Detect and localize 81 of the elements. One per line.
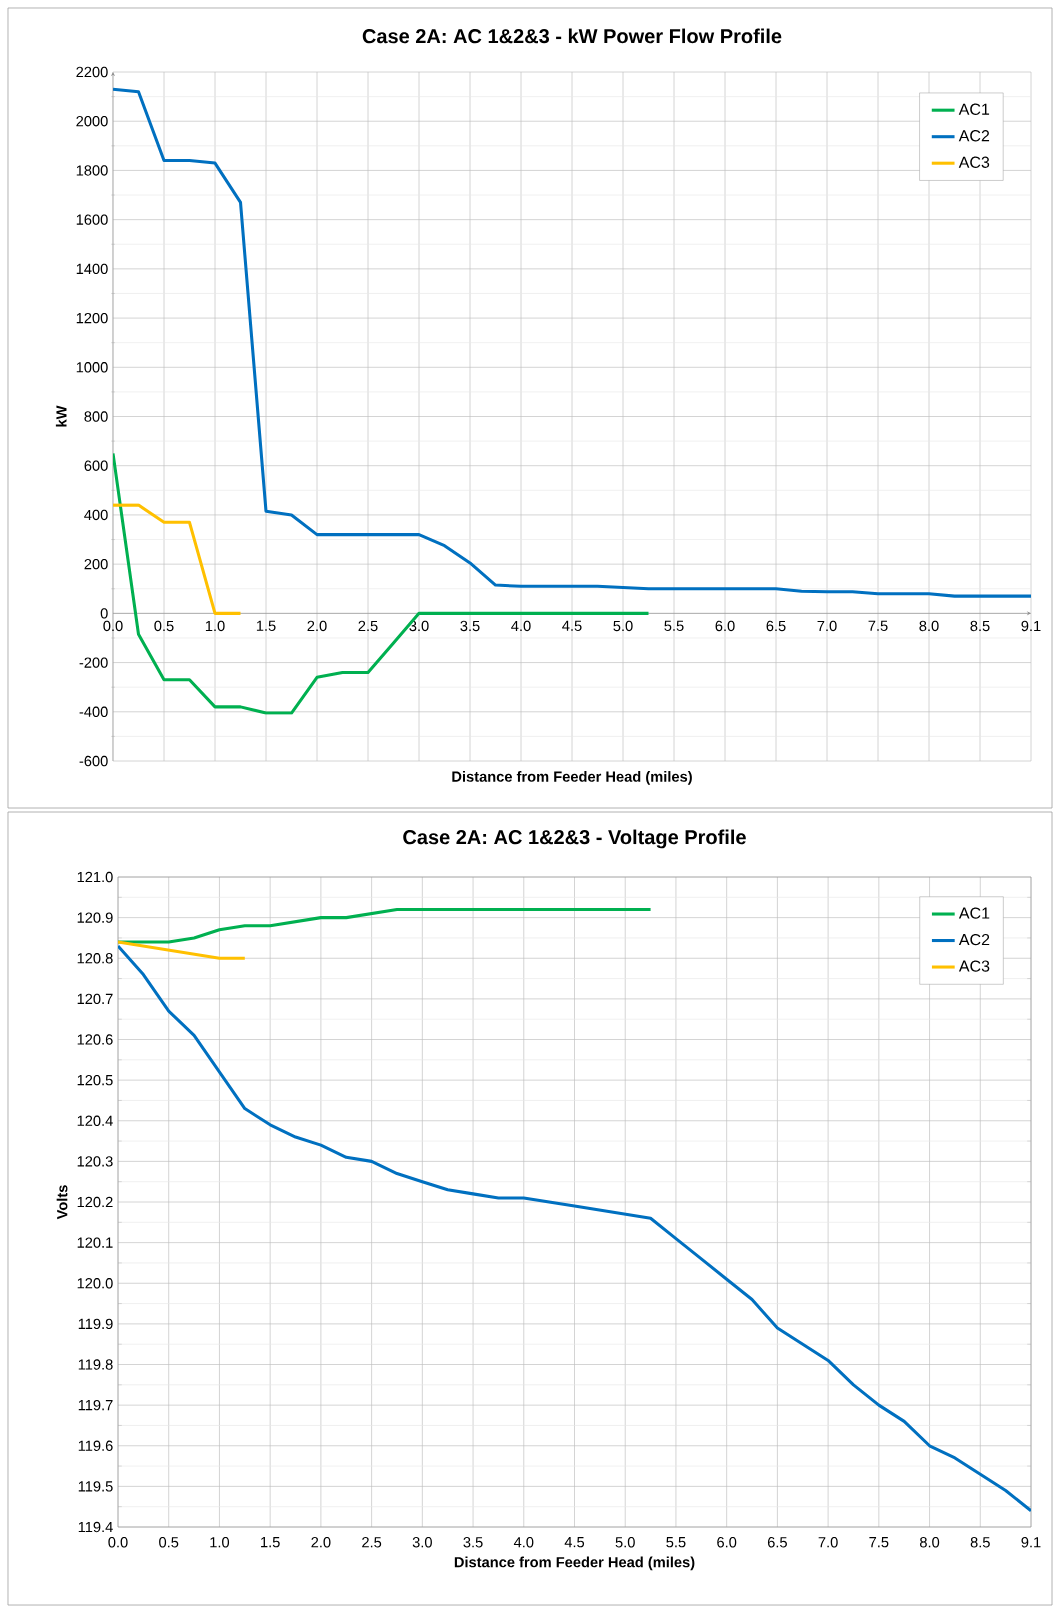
x-tick-label: 1.5 bbox=[256, 620, 276, 631]
x-tick-label: 6.0 bbox=[715, 620, 735, 632]
legend-label: AC1 bbox=[958, 103, 990, 115]
y-tick-label: 119.9 bbox=[78, 1318, 113, 1330]
y-tick-label: 1200 bbox=[76, 312, 108, 324]
x-tick-label: 8.0 bbox=[919, 1537, 940, 1548]
y-tick-label: 120.2 bbox=[77, 1196, 113, 1208]
y-tick-label: 120.5 bbox=[77, 1074, 113, 1086]
x-tick-label: 7.0 bbox=[818, 1537, 838, 1548]
x-axis-title: Distance from Feeder Head (miles) bbox=[452, 771, 692, 785]
x-tick-label: 0.5 bbox=[154, 620, 174, 632]
y-tick-label: 120.9 bbox=[77, 912, 113, 923]
chart-title: Case 2A: AC 1&2&3 - kW Power Flow Profile bbox=[362, 28, 782, 44]
y-tick-label: 800 bbox=[84, 411, 108, 422]
x-tick-label: 4.5 bbox=[562, 620, 582, 631]
y-tick-label: 119.5 bbox=[78, 1481, 113, 1492]
x-tick-label: 0.0 bbox=[103, 620, 123, 632]
x-tick-label: 3.5 bbox=[463, 1537, 483, 1548]
x-tick-label: 9.1 bbox=[1021, 1537, 1041, 1548]
x-tick-label: 8.0 bbox=[919, 620, 939, 632]
x-tick-label: 6.0 bbox=[717, 1537, 737, 1548]
y-tick-label: 120.1 bbox=[77, 1237, 113, 1248]
y-axis-title: Volts bbox=[56, 1185, 68, 1220]
x-tick-label: 5.5 bbox=[666, 1537, 686, 1548]
y-tick-label: 119.8 bbox=[78, 1359, 113, 1370]
x-tick-label: 9.1 bbox=[1021, 620, 1041, 632]
x-tick-label: 1.0 bbox=[205, 620, 225, 632]
y-tick-label: 120.7 bbox=[77, 993, 113, 1005]
x-tick-label: 7.5 bbox=[869, 1537, 889, 1548]
legend-label: AC2 bbox=[958, 130, 990, 142]
legend-label: AC1 bbox=[958, 907, 990, 919]
legend-label: AC3 bbox=[958, 960, 990, 972]
x-tick-label: 3.5 bbox=[460, 620, 480, 632]
y-tick-label: -200 bbox=[79, 657, 108, 668]
y-tick-label: 2200 bbox=[76, 66, 108, 78]
x-tick-label: 4.5 bbox=[564, 1537, 585, 1548]
x-tick-label: 2.5 bbox=[362, 1537, 382, 1548]
x-tick-label: 6.5 bbox=[767, 1537, 787, 1548]
y-tick-label: 119.7 bbox=[78, 1399, 113, 1411]
x-tick-label: 0.0 bbox=[108, 1537, 128, 1548]
x-tick-label: 1.5 bbox=[261, 1537, 280, 1548]
y-tick-label: 120.6 bbox=[77, 1034, 113, 1045]
y-tick-label: 119.4 bbox=[78, 1521, 113, 1533]
y-tick-label: 1000 bbox=[76, 362, 108, 373]
x-tick-label: 3.0 bbox=[412, 1537, 432, 1548]
x-tick-label: 8.5 bbox=[970, 1537, 990, 1548]
x-tick-label: 7.0 bbox=[817, 620, 837, 632]
y-tick-label: 2000 bbox=[76, 116, 108, 127]
y-tick-label: -600 bbox=[79, 755, 108, 767]
x-tick-label: 4.0 bbox=[513, 1537, 534, 1548]
y-tick-label: -400 bbox=[79, 706, 108, 717]
x-tick-label: 7.5 bbox=[868, 620, 888, 631]
legend-label: AC3 bbox=[958, 156, 990, 168]
x-tick-label: 0.5 bbox=[159, 1537, 179, 1548]
x-tick-label: 5.0 bbox=[615, 1537, 635, 1548]
y-tick-label: 119.6 bbox=[78, 1440, 113, 1451]
y-tick-label: 120.4 bbox=[77, 1115, 113, 1126]
chart-title: Case 2A: AC 1&2&3 - Voltage Profile bbox=[403, 829, 746, 849]
x-tick-label: 1.0 bbox=[210, 1537, 230, 1548]
y-tick-label: 120.3 bbox=[77, 1156, 113, 1167]
x-tick-label: 5.0 bbox=[613, 620, 633, 632]
y-tick-label: 400 bbox=[84, 509, 108, 521]
legend-label: AC2 bbox=[958, 933, 990, 946]
x-axis-title: Distance from Feeder Head (miles) bbox=[454, 1556, 695, 1571]
y-tick-label: 600 bbox=[84, 460, 108, 471]
y-tick-label: 1800 bbox=[76, 165, 108, 176]
x-tick-label: 6.5 bbox=[766, 620, 786, 632]
x-tick-label: 8.5 bbox=[970, 620, 990, 632]
x-tick-label: 4.0 bbox=[511, 620, 531, 632]
y-tick-label: 1400 bbox=[76, 263, 108, 275]
y-tick-label: 121.0 bbox=[77, 871, 113, 883]
y-tick-label: 200 bbox=[84, 558, 108, 570]
y-tick-label: 0 bbox=[100, 608, 108, 619]
y-tick-label: 1600 bbox=[76, 214, 108, 225]
y-tick-label: 120.0 bbox=[77, 1278, 113, 1289]
y-axis-title: kW bbox=[55, 405, 67, 427]
x-tick-label: 2.5 bbox=[358, 620, 378, 632]
x-tick-label: 2.0 bbox=[311, 1537, 331, 1548]
y-tick-label: 120.8 bbox=[77, 953, 113, 964]
x-tick-label: 5.5 bbox=[664, 620, 684, 631]
x-tick-label: 2.0 bbox=[307, 620, 327, 632]
